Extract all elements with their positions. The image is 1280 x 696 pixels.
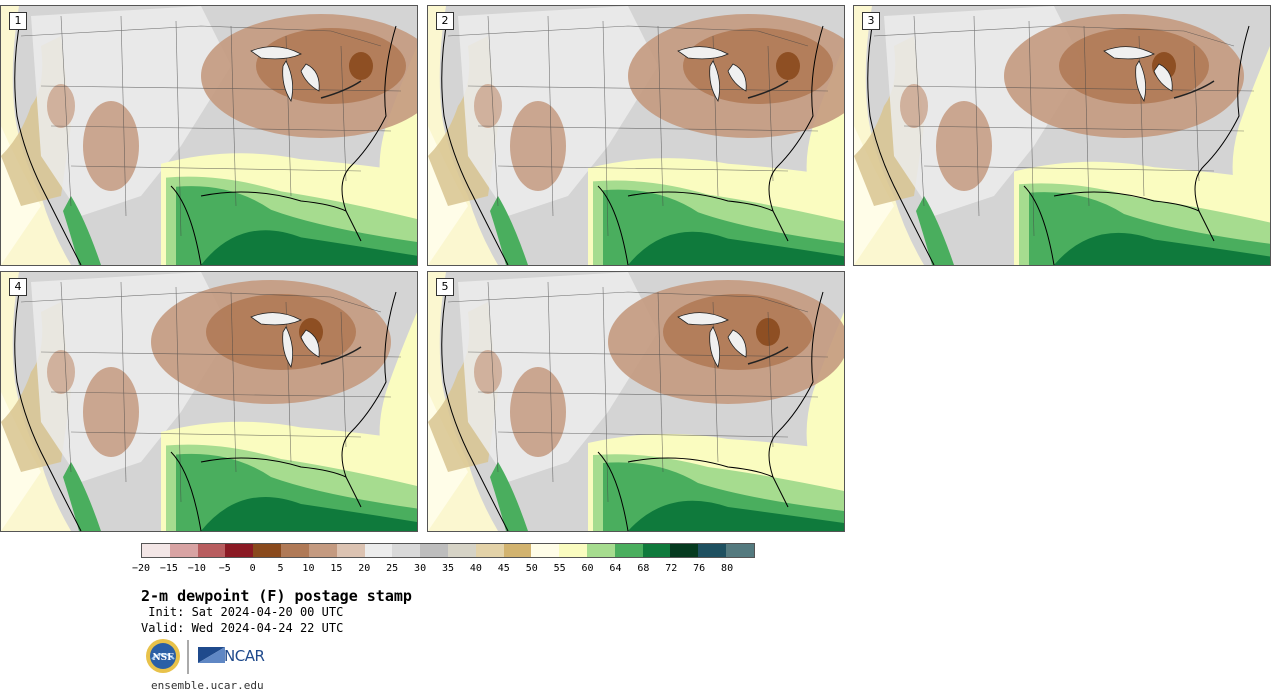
- colorbar-tick-label: 20: [358, 563, 371, 574]
- colorbar-tick-label: 0: [249, 563, 256, 574]
- colorbar-tick-label: −20: [131, 563, 151, 574]
- colorbar-swatch: [308, 544, 337, 557]
- colorbar-tick-label: 5: [277, 563, 284, 574]
- colorbar-tick-label: 40: [469, 563, 482, 574]
- colorbar-swatch: [253, 544, 282, 557]
- colorbar-tick-label: 45: [497, 563, 510, 574]
- colorbar-tick-label: 68: [637, 563, 650, 574]
- nsf-logo: NSF: [146, 639, 180, 673]
- colorbar-swatch: [587, 544, 615, 557]
- panel-number-label: 5: [436, 278, 454, 296]
- colorbar-tick-label: 55: [553, 563, 566, 574]
- map-panel-3: 3: [853, 5, 1271, 266]
- nsf-logo-text: NSF: [152, 653, 174, 663]
- map-panel-4: 4: [0, 271, 418, 532]
- panel-number-label: 2: [436, 12, 454, 30]
- colorbar-swatch: [336, 544, 365, 557]
- colorbar-tick-label: 30: [414, 563, 427, 574]
- map-panel-1: 1: [0, 5, 418, 266]
- ncar-logo: [198, 647, 225, 663]
- colorbar-tick-labels: −20 −15 −10 −5 0 5 10 15 20 25 30 35 40 45 50 55 60 64 68 7…: [132, 563, 755, 577]
- map-panel-5: 5: [427, 271, 845, 532]
- colorbar-swatch: [364, 544, 393, 557]
- colorbar-tick-label: 15: [330, 563, 343, 574]
- colorbar-tick-label: 64: [609, 563, 622, 574]
- colorbar-swatch: [169, 544, 198, 557]
- colorbar-swatch: [392, 544, 421, 557]
- colorbar-swatch: [197, 544, 226, 557]
- dewpoint-map: [854, 6, 1270, 265]
- panel-number-label: 3: [862, 12, 880, 30]
- colorbar-tick-label: 10: [302, 563, 315, 574]
- colorbar-tick-label: −5: [218, 563, 231, 574]
- colorbar-tick-label: 60: [581, 563, 594, 574]
- colorbar-swatch: [281, 544, 309, 557]
- colorbar-swatch: [559, 544, 587, 557]
- colorbar-tick-label: −15: [159, 563, 178, 574]
- colorbar-swatch: [726, 544, 754, 557]
- dewpoint-map: [428, 6, 844, 265]
- dewpoint-map: [1, 6, 417, 265]
- colorbar-tick-label: 25: [386, 563, 399, 574]
- colorbar-swatch: [142, 544, 170, 557]
- colorbar-swatch: [642, 544, 671, 557]
- dewpoint-map: [1, 272, 417, 531]
- init-time: Init: Sat 2024-04-20 00 UTC: [141, 605, 344, 619]
- colorbar-swatch: [503, 544, 532, 557]
- footer-url: ensemble.ucar.edu: [151, 679, 264, 692]
- colorbar-swatch: [531, 544, 560, 557]
- colorbar-tick-label: −10: [187, 563, 206, 574]
- logo-group: NSF: [146, 639, 225, 674]
- colorbar-swatch: [225, 544, 254, 557]
- colorbar-tick-label: 72: [665, 563, 678, 574]
- colorbar-swatch: [447, 544, 476, 557]
- colorbar-swatch: [420, 544, 448, 557]
- map-panel-2: 2: [427, 5, 845, 266]
- panel-number-label: 1: [9, 12, 27, 30]
- valid-time: Valid: Wed 2024-04-24 22 UTC: [141, 621, 344, 635]
- colorbar-swatch: [698, 544, 727, 557]
- colorbar-swatch: [670, 544, 699, 557]
- colorbar-swatch: [475, 544, 504, 557]
- colorbar-tick-label: 35: [441, 563, 455, 574]
- ncar-logo-text: NCAR: [224, 647, 265, 665]
- dewpoint-map: [428, 272, 844, 531]
- dewpoint-colorbar: [141, 543, 755, 558]
- figure-title: 2-m dewpoint (F) postage stamp: [141, 587, 412, 605]
- colorbar-tick-label: 80: [721, 563, 734, 574]
- colorbar-tick-label: 76: [693, 563, 706, 574]
- colorbar-swatch: [614, 544, 643, 557]
- colorbar-tick-label: 50: [525, 563, 538, 574]
- panel-number-label: 4: [9, 278, 27, 296]
